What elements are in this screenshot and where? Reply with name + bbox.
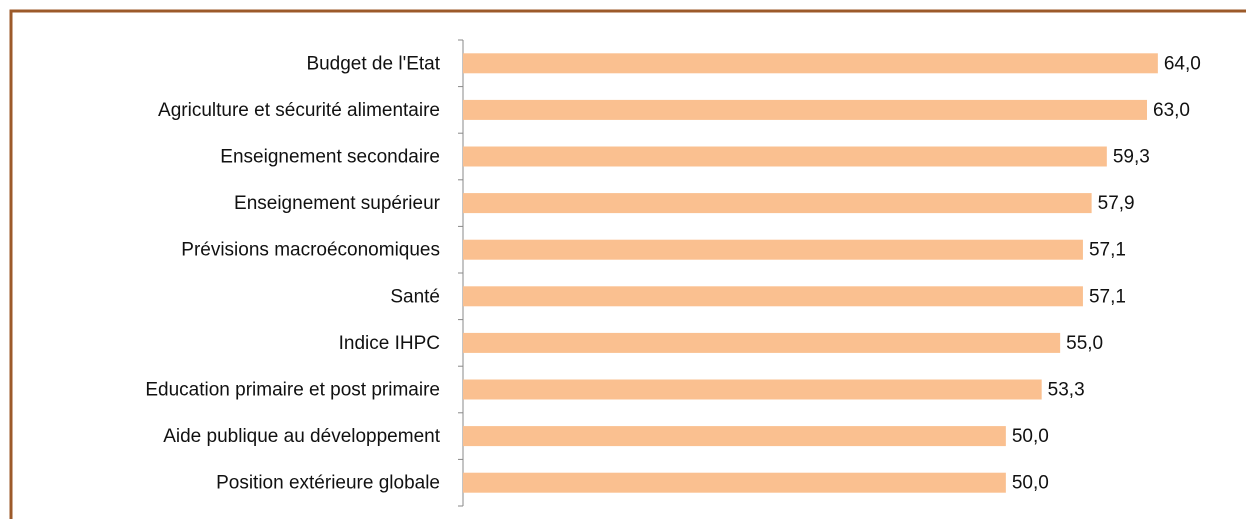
category-label: Agriculture et sécurité alimentaire: [158, 100, 440, 121]
bar: [463, 146, 1107, 167]
category-label: Enseignement secondaire: [220, 147, 440, 168]
bar: [463, 239, 1083, 260]
bar: [463, 286, 1083, 307]
category-label: Budget de l'Etat: [306, 53, 440, 74]
category-label: Position extérieure globale: [216, 473, 440, 494]
bar: [463, 332, 1061, 353]
category-label: Prévisions macroéconomiques: [181, 240, 440, 261]
bar: [463, 426, 1006, 447]
category-label: Education primaire et post primaire: [145, 380, 440, 401]
frame: [9, 9, 1246, 519]
value-label: 50,0: [1012, 426, 1049, 447]
value-label: 50,0: [1012, 473, 1049, 494]
value-label: 57,1: [1089, 286, 1126, 307]
value-label: 53,3: [1048, 380, 1085, 401]
category-label: Indice IHPC: [339, 333, 440, 354]
bar: [463, 99, 1147, 120]
category-label: Santé: [390, 286, 440, 307]
bar: [463, 193, 1092, 214]
category-label: Aide publique au développement: [163, 426, 440, 447]
value-label: 55,0: [1066, 333, 1103, 354]
value-label: 63,0: [1153, 100, 1190, 121]
value-label: 64,0: [1164, 53, 1201, 74]
bar: [463, 379, 1042, 400]
value-label: 59,3: [1113, 147, 1150, 168]
value-label: 57,1: [1089, 240, 1126, 261]
category-label: Enseignement supérieur: [234, 193, 441, 214]
bar: [463, 53, 1158, 74]
value-label: 57,9: [1098, 193, 1135, 214]
bar: [463, 472, 1006, 493]
